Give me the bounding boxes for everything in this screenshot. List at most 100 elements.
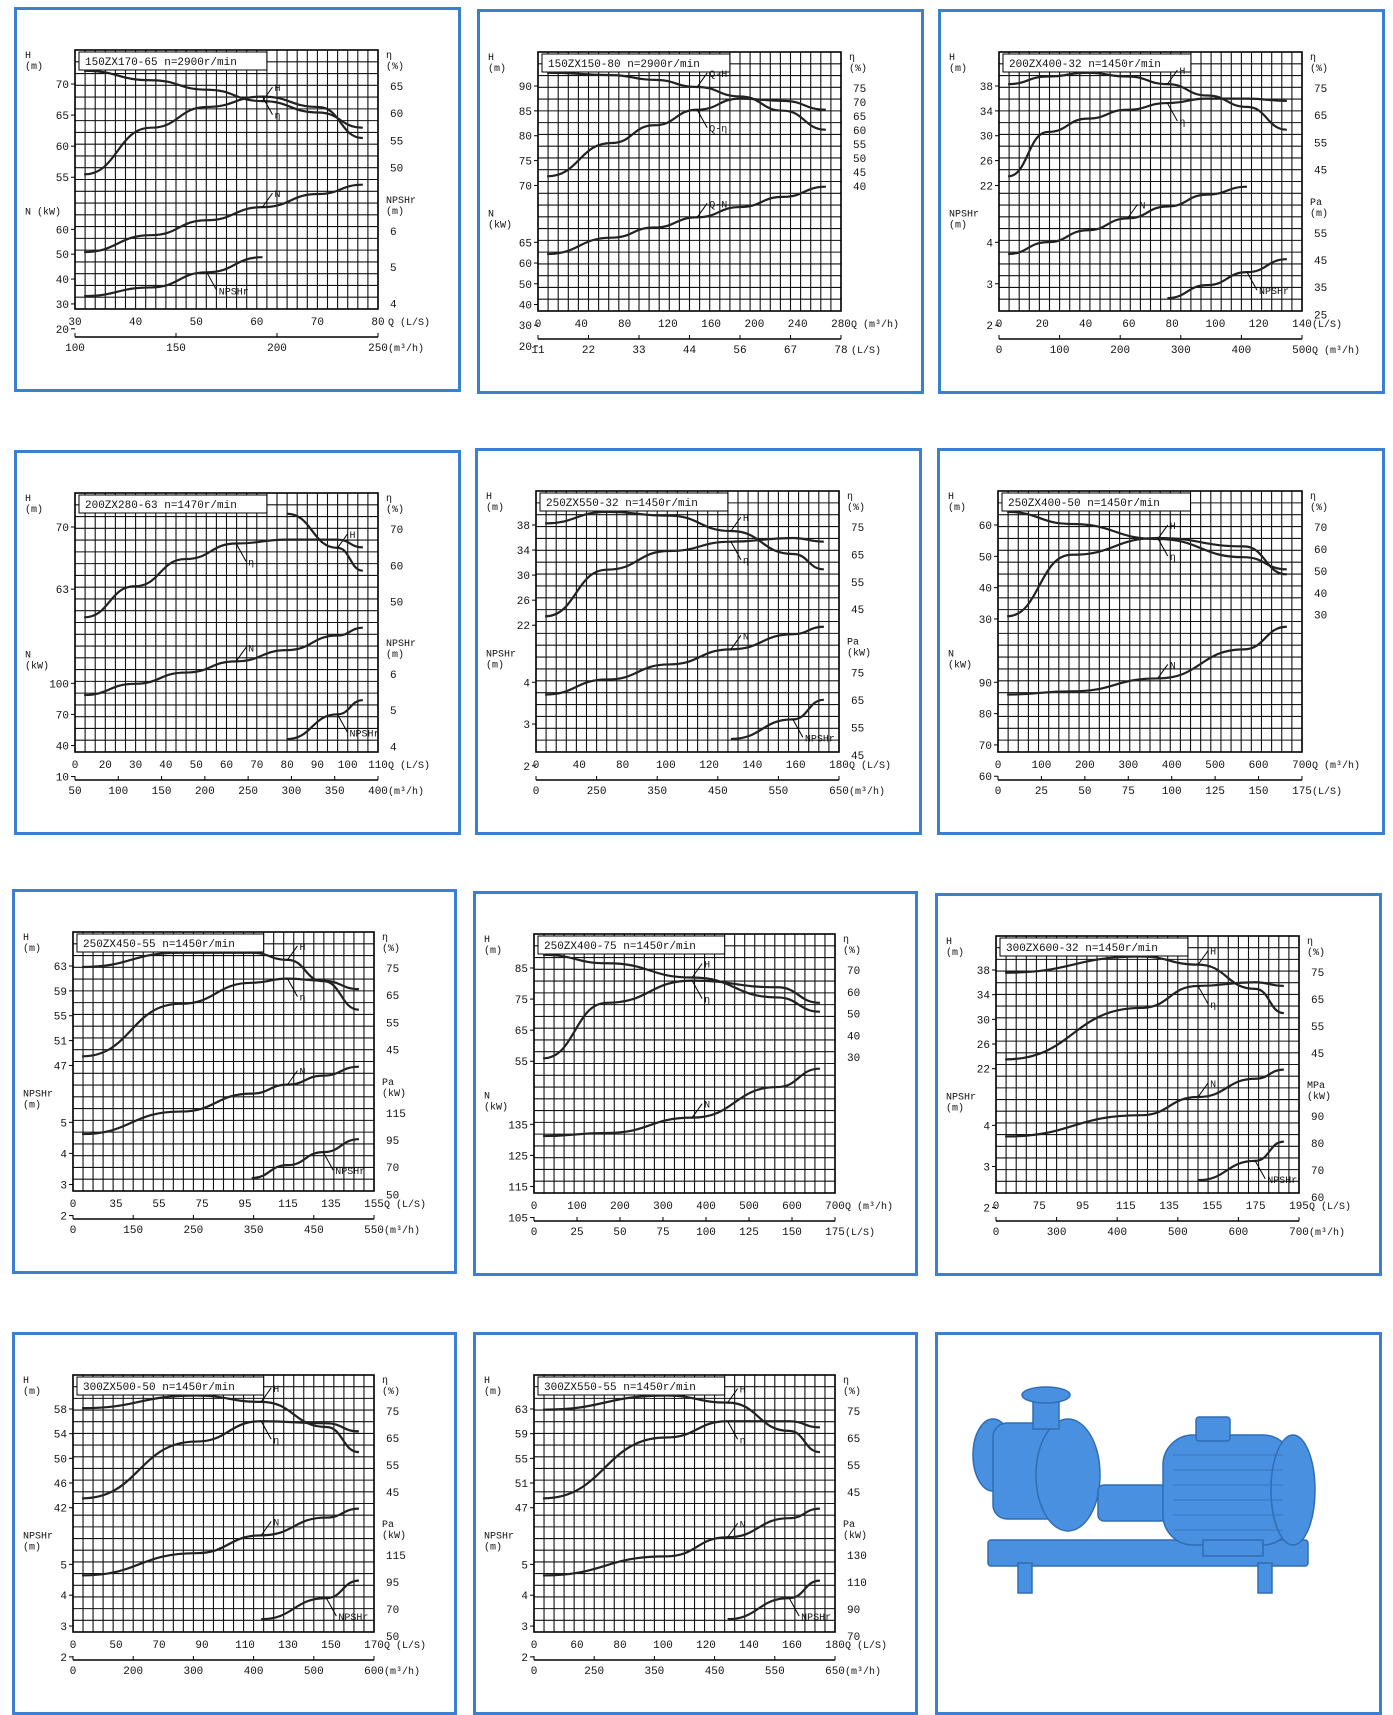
x-axis-unit: (L/S) <box>1312 319 1342 331</box>
curve-NPSHr <box>1167 258 1287 300</box>
right-tick-label: 60 <box>1314 545 1327 557</box>
chart-panel-10: 300ZX500-50 n=1450r/min H (m) 58 54 50 46 42 NPS… <box>12 1332 457 1715</box>
right-tick-label: 115 <box>386 1551 406 1563</box>
curve- <box>1005 981 1284 1061</box>
left-tick-label: 2 <box>523 762 530 774</box>
curve- <box>1007 536 1287 618</box>
grid <box>533 1374 836 1633</box>
left-axis-label: N <box>488 209 494 220</box>
right-tick-label: 75 <box>1311 968 1324 980</box>
right-tick-label: 40 <box>847 1031 860 1043</box>
left-tick-label: 60 <box>56 225 69 237</box>
x2-tick-label: 150 <box>166 343 186 355</box>
x-tick-label: 70 <box>250 760 263 772</box>
right-tick-label: 65 <box>847 1434 860 1446</box>
left-tick-label: 4 <box>986 238 993 250</box>
x2-axis-unit: (m³/h) <box>1309 1227 1345 1239</box>
left-axis-label: H <box>484 935 490 946</box>
x-tick-label: 300 <box>653 1201 673 1213</box>
left-axis-label: (m) <box>946 947 964 959</box>
left-axis-label: (m) <box>949 63 967 75</box>
curve-label: N <box>299 1068 305 1079</box>
x2-tick-label: 125 <box>1205 786 1225 798</box>
curve-label: NPSHr <box>338 1613 368 1624</box>
curve-N <box>82 1065 359 1136</box>
chart-panel-5: 250ZX550-32 n=1450r/min H (m) 38 34 30 26 22 NPS… <box>475 448 922 835</box>
x2-tick-label: 75 <box>656 1227 669 1239</box>
x2-tick-label: 125 <box>739 1227 759 1239</box>
curve-N <box>545 625 824 696</box>
pump-icon <box>972 1386 1316 1594</box>
chart-title: 250ZX400-50 n=1450r/min <box>1008 498 1160 510</box>
curve-N <box>82 1507 359 1577</box>
x2-tick-label: 100 <box>1162 786 1182 798</box>
right-axis-label: η <box>386 51 392 62</box>
left-tick-label: 34 <box>977 991 991 1003</box>
x-tick-label: 135 <box>321 1199 341 1211</box>
curve-H <box>543 1394 821 1454</box>
left-axis-label: NPSHr <box>23 1531 53 1542</box>
x2-axis-unit: (L/S) <box>851 345 881 357</box>
right-tick-label: 95 <box>386 1136 399 1148</box>
curve-NPSHr <box>261 1579 360 1621</box>
x2-tick-label: 350 <box>644 1666 664 1678</box>
curve-H <box>286 512 364 572</box>
curve-label: η <box>1170 553 1176 564</box>
x-tick-label: 600 <box>782 1201 802 1213</box>
left-axis-label: (m) <box>23 1386 41 1398</box>
x-tick-label: 0 <box>996 319 1003 331</box>
left-tick-label: 63 <box>515 1405 528 1417</box>
left-tick-label: 10 <box>56 773 69 785</box>
right-axis-label: η <box>382 1376 388 1387</box>
left-tick-label: 115 <box>508 1182 528 1194</box>
curve-label: η <box>273 1436 279 1447</box>
left-tick-label: 2 <box>60 1653 67 1665</box>
right-axis-label: (m) <box>1310 208 1328 220</box>
x-tick-label: 170 <box>364 1640 384 1652</box>
right-tick-label: 50 <box>390 598 403 610</box>
x-tick-label: 0 <box>72 760 79 772</box>
curve-label: N <box>1170 661 1176 672</box>
right-tick-label: 70 <box>1311 1166 1324 1178</box>
curve-H <box>84 69 363 129</box>
x2-tick-label: 500 <box>1292 345 1312 357</box>
chart-panel-11: 300ZX550-55 n=1450r/min H (m) 63 59 55 51 47 NPS… <box>473 1332 918 1715</box>
right-axis-label: (kW) <box>847 648 871 660</box>
right-axis-label: (%) <box>847 502 865 514</box>
left-axis-label: (m) <box>486 502 504 514</box>
right-axis-label: η <box>849 53 855 64</box>
left-axis-label: H <box>484 1376 490 1387</box>
left-tick-label: 3 <box>523 720 530 732</box>
x2-tick-label: 450 <box>705 1666 725 1678</box>
x-tick-label: 280 <box>831 319 851 331</box>
left-axis-label: H <box>946 937 952 948</box>
x-axis-unit: Q (m³/h) <box>1312 760 1360 772</box>
right-tick-label: 65 <box>851 550 864 562</box>
x2-tick-label: 0 <box>533 786 540 798</box>
curve-label: η <box>248 559 254 570</box>
left-tick-label: 38 <box>977 966 990 978</box>
right-tick-label: 55 <box>1311 1022 1324 1034</box>
curve-label: η <box>743 557 749 568</box>
left-tick-label: 65 <box>56 111 69 123</box>
left-tick-label: 59 <box>54 987 67 999</box>
left-axis-label: H <box>23 1376 29 1387</box>
left-axis-label: (m) <box>484 1386 502 1398</box>
x-tick-label: 115 <box>278 1199 298 1211</box>
left-tick-label: 4 <box>521 1591 528 1603</box>
right-tick-label: 75 <box>386 964 399 976</box>
chart-svg: 200ZX400-32 n=1450r/minH(m)3834302622NPS… <box>949 51 1360 357</box>
x-tick-label: 155 <box>1203 1201 1223 1213</box>
curve-NPSHr <box>251 1138 360 1180</box>
right-tick-label: 5 <box>390 706 397 718</box>
x-tick-label: 55 <box>152 1199 165 1211</box>
x-axis-unit: Q (L/S) <box>384 1640 426 1652</box>
x-tick-label: 40 <box>575 319 588 331</box>
left-tick-label: 70 <box>519 181 532 193</box>
curve-label: N <box>743 632 749 643</box>
left-tick-label: 50 <box>54 1454 67 1466</box>
left-tick-label: 2 <box>521 1653 528 1665</box>
left-tick-label: 63 <box>56 585 69 597</box>
left-tick-label: 42 <box>54 1504 67 1516</box>
x2-tick-label: 200 <box>123 1666 143 1678</box>
